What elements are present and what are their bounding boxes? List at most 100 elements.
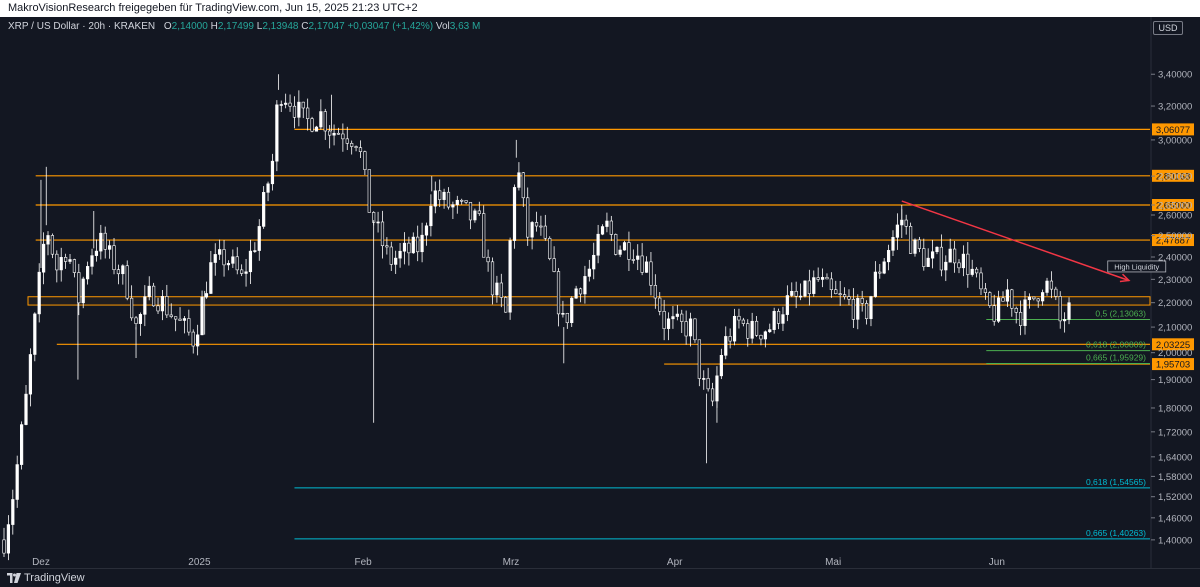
candle-body (596, 233, 600, 256)
candle-body (336, 132, 341, 135)
candle-body (160, 296, 165, 312)
candle-body (961, 253, 966, 269)
candle-body (561, 313, 565, 315)
candle-body (952, 248, 957, 264)
candle-body (930, 251, 935, 259)
candle-body (578, 288, 583, 295)
candle-body (420, 234, 424, 253)
candle-body (829, 278, 833, 291)
high-label: H (210, 21, 218, 32)
trend-arrow-head (1119, 273, 1131, 283)
level-price-tag (1152, 169, 1194, 182)
candle-body (856, 298, 860, 320)
candle-body (728, 336, 732, 342)
candle-body (688, 318, 693, 337)
candle-body (997, 297, 1001, 322)
symbol-info: XRP / US Dollar · 20h · KRAKEN O2,14000 … (8, 21, 480, 32)
candle-body (165, 296, 169, 316)
candle-body (609, 220, 613, 235)
candle-body (257, 226, 261, 251)
chart-background (0, 17, 1200, 568)
level-price-label: 2,47887 (1156, 236, 1190, 247)
candle-body (640, 255, 644, 273)
candle-body (702, 378, 706, 380)
candle-body (675, 313, 679, 317)
candle-body (275, 104, 279, 162)
high-value: 2,17499 (217, 21, 254, 32)
candle-body (20, 424, 24, 465)
candle-body (710, 388, 715, 402)
candle-body (451, 204, 455, 208)
x-tick-label: 2025 (188, 557, 211, 568)
candle-body (592, 254, 596, 270)
candle-body (204, 293, 209, 298)
candle-body (878, 271, 882, 274)
change-value: +0,03047 (+1,42%) (347, 21, 434, 32)
symbol-name[interactable]: XRP / US Dollar · 20h · KRAKEN (8, 21, 156, 32)
candle-body (376, 221, 380, 224)
candle-body (438, 190, 442, 200)
candle-body (957, 262, 961, 269)
candle-body (209, 262, 213, 294)
candle-body (719, 355, 723, 377)
candle-body (886, 250, 891, 263)
candle-body (970, 268, 974, 275)
candle-body (649, 261, 653, 286)
currency-selector[interactable]: USD (1153, 21, 1183, 35)
candle-body (24, 393, 28, 425)
candle-body (706, 378, 710, 390)
candle-body (1005, 289, 1010, 302)
level-price-tag (1152, 199, 1194, 212)
candle-body (138, 314, 143, 324)
candle-body (636, 255, 640, 260)
footer-brand[interactable]: TradingView (24, 572, 85, 584)
candle-body (130, 297, 134, 319)
candle-body (319, 111, 323, 128)
candle-body (81, 278, 85, 304)
candle-body (1032, 296, 1036, 300)
open-label: O (163, 21, 172, 32)
candle-body (966, 253, 970, 275)
candle-body (1014, 308, 1018, 313)
candle-body (77, 272, 81, 304)
candle-body (1045, 280, 1049, 293)
candle-body (156, 305, 160, 312)
candle-body (979, 272, 983, 290)
candle-body (834, 289, 838, 294)
candle-body (191, 331, 195, 347)
candle-body (741, 319, 745, 324)
candle-body (1019, 312, 1023, 326)
candle-body (460, 199, 464, 202)
candle-body (666, 318, 671, 329)
candle-body (235, 256, 239, 271)
low-value: 2,13948 (262, 21, 299, 32)
overlays-layer: High Liquidity (901, 200, 1167, 283)
candle-body (6, 524, 11, 554)
candle-body (33, 313, 37, 355)
candle-body (134, 317, 138, 324)
y-tick-label: 1,58000 (1158, 472, 1192, 483)
candle-body (988, 292, 992, 306)
candle-body (565, 313, 569, 324)
candle-body (143, 296, 147, 315)
candle-body (174, 316, 178, 320)
candle-body (68, 259, 72, 262)
candle-body (262, 192, 266, 227)
tradingview-logo-icon[interactable] (7, 573, 21, 583)
candle-body (380, 221, 385, 247)
x-tick-label: Mrz (503, 557, 520, 568)
candle-body (1001, 297, 1005, 302)
y-tick-label: 3,00000 (1158, 135, 1192, 146)
candle-body (904, 219, 908, 227)
candle-body (301, 101, 305, 109)
candle-body (416, 236, 420, 253)
close-label: C (301, 21, 309, 32)
candle-body (869, 296, 873, 319)
candle-body (552, 258, 556, 272)
price-chart[interactable]: 3,06077 2,80168 2,65000 2,47887 2,03225 1,957… (0, 17, 1200, 568)
candle-body (807, 280, 811, 294)
y-tick-label: 2,60000 (1158, 211, 1192, 222)
candle-body (556, 271, 561, 315)
candle-body (306, 107, 310, 119)
candle-body (944, 261, 948, 271)
